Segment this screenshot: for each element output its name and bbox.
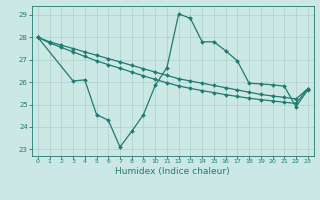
X-axis label: Humidex (Indice chaleur): Humidex (Indice chaleur) (116, 167, 230, 176)
